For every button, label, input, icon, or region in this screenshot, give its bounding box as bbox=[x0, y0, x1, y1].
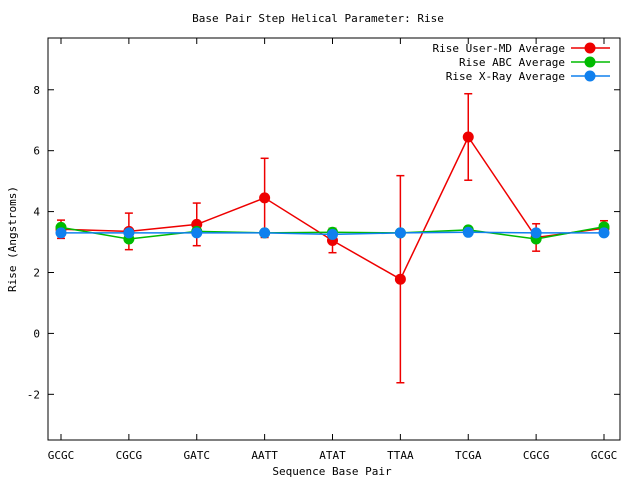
x-axis-label: Sequence Base Pair bbox=[272, 465, 392, 478]
y-axis-ticks: -2 0 2 4 6 8 bbox=[27, 84, 620, 401]
plot-frame bbox=[47, 37, 621, 441]
x-tick-label: TCGA bbox=[455, 449, 482, 462]
x-tick-label: CGCG bbox=[116, 449, 143, 462]
y-tick-label: -2 bbox=[27, 388, 40, 401]
x-tick-label: GATC bbox=[184, 449, 211, 462]
data-point bbox=[462, 226, 474, 238]
y-tick-label: 0 bbox=[33, 327, 40, 340]
y-tick-label: 6 bbox=[33, 145, 40, 158]
y-tick-label: 2 bbox=[33, 267, 40, 280]
x-tick-label: CGCG bbox=[523, 449, 550, 462]
legend-marker bbox=[584, 42, 596, 54]
data-point bbox=[55, 227, 67, 239]
data-point bbox=[394, 227, 406, 239]
plot-border bbox=[47, 37, 621, 441]
series-3 bbox=[55, 226, 610, 240]
legend-label: Rise X-Ray Average bbox=[446, 70, 565, 83]
x-tick-label: GCGC bbox=[591, 449, 618, 462]
legend-label: Rise ABC Average bbox=[459, 56, 565, 69]
series-line bbox=[60, 135, 605, 281]
x-tick-label: AATT bbox=[251, 449, 278, 462]
data-point bbox=[259, 227, 271, 239]
data-point bbox=[259, 192, 271, 204]
x-tick-label: GCGC bbox=[48, 449, 75, 462]
legend-marker bbox=[584, 70, 596, 82]
x-tick-label: ATAT bbox=[319, 449, 346, 462]
data-point bbox=[394, 273, 406, 285]
chart-title: Base Pair Step Helical Parameter: Rise bbox=[192, 12, 444, 25]
data-point bbox=[123, 227, 135, 239]
data-point bbox=[462, 131, 474, 143]
x-tick-label: TTAA bbox=[387, 449, 414, 462]
legend-label: Rise User-MD Average bbox=[433, 42, 565, 55]
y-axis-label: Rise (Angstroms) bbox=[6, 186, 19, 292]
legend-marker bbox=[584, 56, 596, 68]
data-point bbox=[598, 227, 610, 239]
y-tick-label: 4 bbox=[33, 206, 40, 219]
series-layer bbox=[55, 92, 610, 384]
data-point bbox=[191, 227, 203, 239]
x-axis-ticks: GCGC CGCG GATC AATT ATAT TTAA TCGA CGCG GCGC bbox=[48, 38, 618, 462]
data-point bbox=[327, 228, 338, 240]
data-point bbox=[530, 227, 542, 239]
y-tick-label: 8 bbox=[33, 84, 40, 97]
